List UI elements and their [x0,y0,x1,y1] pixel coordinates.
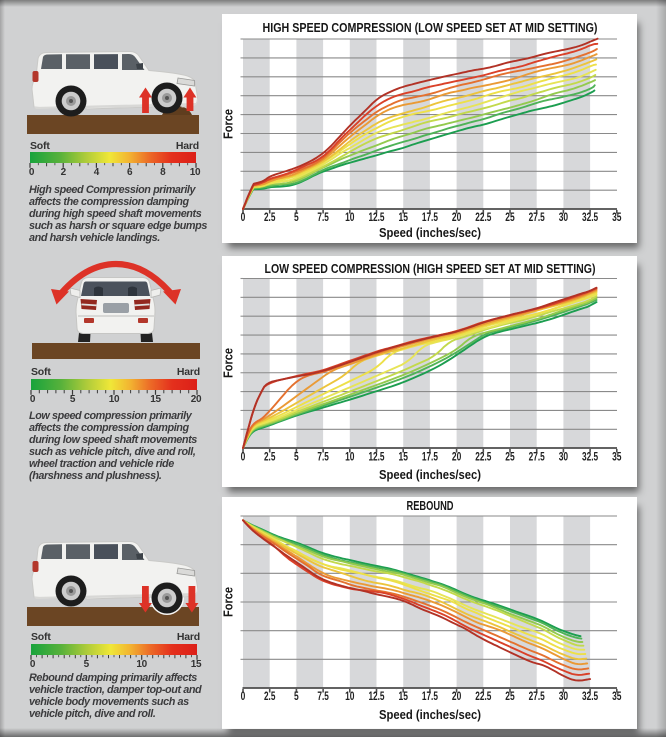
svg-text:25: 25 [505,212,515,224]
svg-text:10: 10 [345,212,354,224]
svg-text:20: 20 [452,212,461,224]
svg-text:0: 0 [241,452,246,464]
svg-text:30: 30 [559,452,568,464]
svg-text:15: 15 [399,691,409,703]
svg-text:2: 2 [61,167,67,178]
svg-text:32.5: 32.5 [582,452,599,464]
svg-text:15: 15 [150,394,161,405]
svg-text:5: 5 [294,691,299,703]
svg-text:REBOUND: REBOUND [407,499,454,513]
svg-text:32.5: 32.5 [582,212,599,224]
svg-text:5: 5 [70,394,76,405]
svg-text:12.5: 12.5 [368,212,385,224]
svg-text:35: 35 [612,691,622,703]
svg-text:15: 15 [191,659,202,670]
svg-text:15: 15 [399,452,409,464]
svg-text:2.5: 2.5 [264,691,276,703]
svg-text:35: 35 [612,452,622,464]
svg-text:0: 0 [241,691,246,703]
svg-text:20: 20 [452,452,461,464]
svg-text:8: 8 [160,167,166,178]
svg-text:5: 5 [294,212,299,224]
svg-text:Force: Force [222,109,236,139]
svg-text:4: 4 [94,167,100,178]
svg-text:12.5: 12.5 [368,691,385,703]
svg-text:Speed (inches/sec): Speed (inches/sec) [379,708,481,722]
svg-text:17.5: 17.5 [422,452,439,464]
svg-text:32.5: 32.5 [582,691,599,703]
svg-text:10: 10 [109,394,120,405]
svg-text:0: 0 [30,394,36,405]
svg-text:Force: Force [222,348,236,378]
svg-text:27.5: 27.5 [529,691,546,703]
svg-text:10: 10 [136,659,147,670]
svg-text:10: 10 [345,452,354,464]
svg-text:0: 0 [29,167,35,178]
svg-text:5: 5 [84,659,90,670]
svg-text:27.5: 27.5 [529,452,546,464]
svg-text:25: 25 [505,452,515,464]
svg-text:30: 30 [559,691,568,703]
svg-text:2.5: 2.5 [264,212,276,224]
svg-text:15: 15 [399,212,409,224]
svg-text:10: 10 [345,691,354,703]
svg-text:20: 20 [452,691,461,703]
svg-text:Speed (inches/sec): Speed (inches/sec) [379,468,481,482]
svg-text:Speed (inches/sec): Speed (inches/sec) [379,226,481,240]
svg-text:7.5: 7.5 [317,212,329,224]
svg-text:0: 0 [241,212,246,224]
svg-text:20: 20 [191,394,202,405]
svg-text:HIGH SPEED COMPRESSION (LOW SP: HIGH SPEED COMPRESSION (LOW SPEED SET AT… [263,21,598,35]
svg-text:7.5: 7.5 [317,452,329,464]
svg-text:5: 5 [294,452,299,464]
svg-text:25: 25 [505,691,515,703]
svg-text:27.5: 27.5 [529,212,546,224]
svg-text:12.5: 12.5 [368,452,385,464]
svg-text:35: 35 [612,212,622,224]
svg-text:22.5: 22.5 [475,691,492,703]
svg-text:10: 10 [190,167,201,178]
svg-text:Force: Force [222,587,236,617]
svg-text:22.5: 22.5 [475,452,492,464]
svg-text:22.5: 22.5 [475,212,492,224]
svg-text:0: 0 [30,659,36,670]
svg-text:2.5: 2.5 [264,452,276,464]
svg-text:7.5: 7.5 [317,691,329,703]
svg-text:17.5: 17.5 [422,212,439,224]
svg-text:30: 30 [559,212,568,224]
svg-text:6: 6 [127,167,133,178]
svg-text:17.5: 17.5 [422,691,439,703]
svg-text:LOW SPEED COMPRESSION (HIGH SP: LOW SPEED COMPRESSION (HIGH SPEED SET AT… [265,262,596,276]
